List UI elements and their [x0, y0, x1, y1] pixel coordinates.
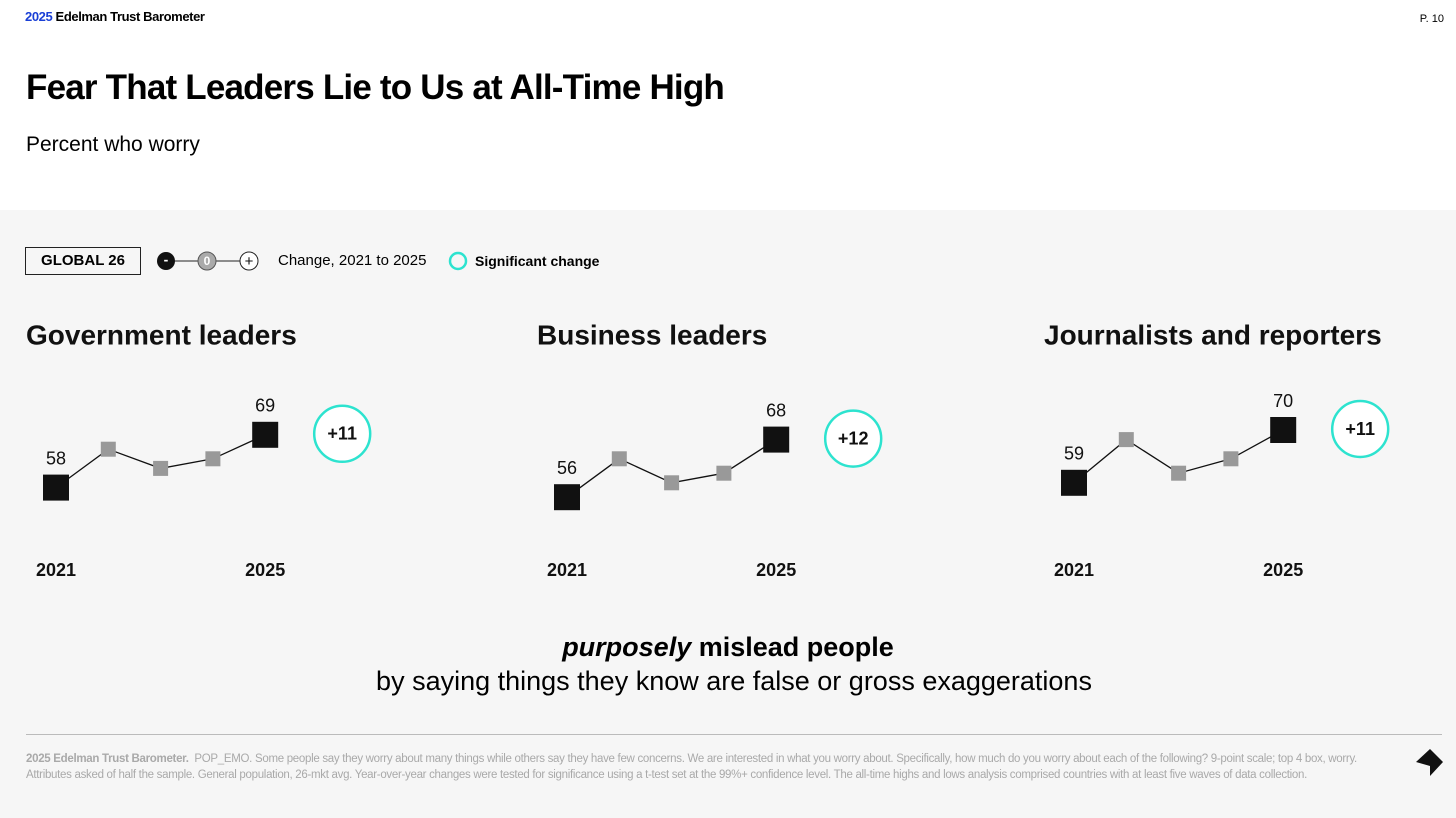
significance-circle [823, 409, 883, 468]
marker [1223, 451, 1239, 467]
change-label: +11 [1345, 419, 1375, 439]
x-tick-label: 2025 [245, 560, 285, 580]
marker [153, 460, 169, 476]
page-number: P. 10 [1419, 13, 1444, 25]
statement-line2: by saying things they know are false or … [376, 666, 1092, 696]
data-label: 58 [46, 448, 66, 468]
slider-plus-label: + [245, 253, 254, 270]
marker [1061, 469, 1087, 496]
brand: 2025 Edelman Trust Barometer [25, 9, 205, 24]
statement-line1: purposely mislead people [0, 632, 1456, 663]
marker [1270, 417, 1297, 443]
statement-emphasis: purposely [562, 632, 692, 662]
significance-legend-icon [448, 251, 468, 271]
marker [43, 474, 69, 501]
marker [1171, 465, 1187, 481]
market-box: GLOBAL 26 [25, 247, 141, 275]
chart-title: Business leaders [537, 319, 767, 350]
chart-title: Journalists and reporters [1044, 319, 1382, 350]
marker [1118, 432, 1134, 448]
title: Fear That Leaders Lie to Us at All-Time … [26, 68, 725, 107]
data-label: 56 [557, 458, 577, 478]
marker [716, 465, 732, 481]
legend-change: Change, 2021 to 2025 [278, 252, 427, 269]
legend-significant: Significant change [475, 253, 600, 269]
change-label: +12 [838, 428, 869, 448]
x-tick-label: 2025 [756, 560, 796, 580]
data-label: 70 [1273, 391, 1293, 411]
marker [763, 426, 790, 453]
brand-year: 2025 [25, 9, 53, 24]
x-tick-label: 2021 [547, 560, 587, 580]
slider-minus-label: - [164, 252, 169, 268]
marker [100, 441, 116, 457]
divider [26, 734, 1442, 735]
slider-zero-label: 0 [204, 254, 211, 268]
statement-rest: mislead people [691, 632, 894, 662]
x-tick-label: 2021 [36, 560, 76, 580]
footnote-source: 2025 Edelman Trust Barometer. [26, 753, 189, 765]
marker [554, 484, 580, 511]
data-label: 69 [255, 396, 275, 416]
significance-circle [1330, 399, 1390, 459]
footnote-text: POP_EMO. Some people say they worry abou… [26, 753, 1357, 781]
content-band [0, 210, 1456, 818]
subtitle: Percent who worry [26, 133, 200, 156]
change-label: +11 [327, 424, 357, 444]
marker [664, 475, 680, 491]
data-label: 68 [766, 400, 786, 420]
marker [611, 451, 627, 467]
slider-zero [197, 251, 217, 271]
data-label: 59 [1064, 444, 1084, 464]
x-tick-label: 2021 [1054, 560, 1094, 580]
brand-name: Edelman Trust Barometer [55, 9, 205, 24]
slider-minus [157, 252, 175, 270]
x-tick-label: 2025 [1263, 560, 1303, 580]
next-arrow[interactable] [1416, 749, 1443, 776]
significance-circle [312, 404, 372, 464]
slider-plus [239, 251, 259, 271]
marker [205, 451, 221, 467]
footnote: 2025 Edelman Trust Barometer. POP_EMO. S… [26, 751, 1386, 783]
marker [252, 421, 279, 448]
chart-title: Government leaders [26, 319, 297, 350]
